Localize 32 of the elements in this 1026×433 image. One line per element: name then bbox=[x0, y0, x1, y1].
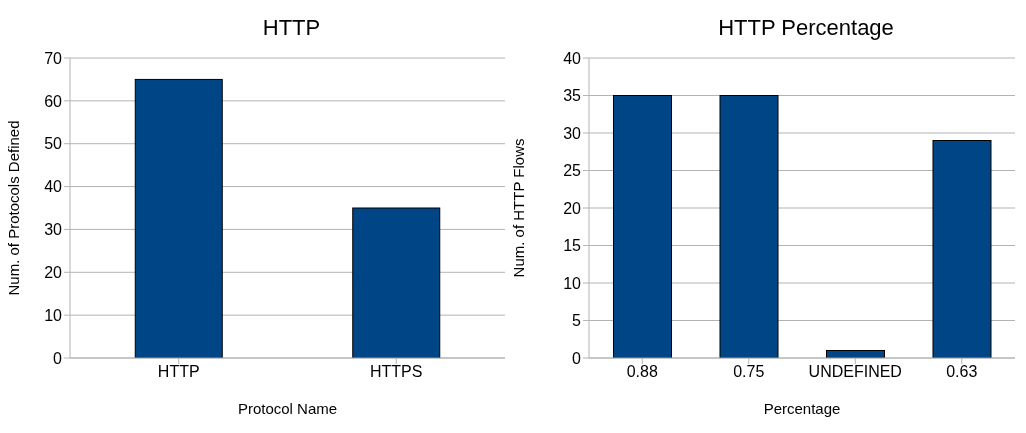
y-axis-title: Num. of HTTP Flows bbox=[510, 138, 528, 278]
y-tick-label: 70 bbox=[44, 49, 63, 67]
x-tick-label: 0.63 bbox=[946, 363, 978, 381]
y-tick-label: 0 bbox=[53, 349, 63, 367]
bar bbox=[932, 140, 992, 358]
y-tick-label: 5 bbox=[572, 312, 582, 330]
chart-title: HTTP Percentage bbox=[717, 14, 895, 42]
y-tick-label: 20 bbox=[44, 263, 63, 281]
y-axis-title: Num. of Protocols Defined bbox=[5, 120, 23, 296]
y-tick-label: 30 bbox=[44, 221, 63, 239]
y-tick-label: 25 bbox=[563, 162, 582, 180]
y-tick-label: 50 bbox=[44, 135, 63, 153]
y-tick-label: 20 bbox=[563, 199, 582, 217]
x-tick-label: 0.75 bbox=[733, 363, 765, 381]
y-tick-label: 40 bbox=[44, 178, 63, 196]
x-tick-label: 0.88 bbox=[626, 363, 658, 381]
y-tick-label: 35 bbox=[563, 87, 582, 105]
y-tick-label: 0 bbox=[572, 349, 582, 367]
x-tick-label: HTTPS bbox=[370, 363, 423, 381]
bar bbox=[719, 95, 779, 358]
y-tick-label: 40 bbox=[563, 49, 582, 67]
x-tick-label: UNDEFINED bbox=[808, 363, 902, 381]
y-tick-label: 15 bbox=[563, 237, 582, 255]
y-tick-label: 60 bbox=[44, 92, 63, 110]
y-tick-label: 30 bbox=[563, 124, 582, 142]
y-tick-label: 10 bbox=[44, 306, 63, 324]
x-tick-label: HTTP bbox=[157, 363, 200, 381]
chart-title: HTTP bbox=[261, 14, 322, 42]
x-axis-title: Percentage bbox=[763, 400, 841, 417]
x-axis-title: Protocol Name bbox=[237, 400, 338, 417]
bar bbox=[613, 95, 672, 358]
y-tick-label: 10 bbox=[563, 274, 582, 292]
